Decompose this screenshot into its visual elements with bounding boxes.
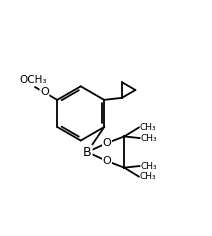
Text: O: O (103, 156, 111, 166)
Text: OCH₃: OCH₃ (20, 76, 47, 85)
Text: O: O (103, 138, 111, 148)
Text: O: O (40, 88, 49, 97)
Text: CH₃: CH₃ (141, 161, 157, 170)
Text: CH₃: CH₃ (140, 123, 156, 132)
Text: CH₃: CH₃ (141, 134, 157, 143)
Text: B: B (83, 146, 92, 159)
Text: CH₃: CH₃ (140, 172, 156, 181)
